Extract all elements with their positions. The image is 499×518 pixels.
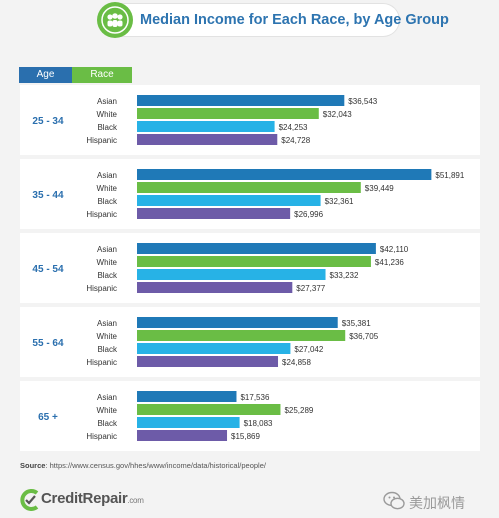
- bar: [137, 391, 237, 402]
- data-label: $25,289: [284, 406, 313, 415]
- bar: [137, 195, 321, 206]
- data-label: $32,361: [325, 197, 354, 206]
- bar: [137, 417, 240, 428]
- bar: [137, 343, 291, 354]
- title-banner: Median Income for Each Race, by Age Grou…: [97, 2, 449, 38]
- race-label: Black: [97, 197, 118, 206]
- people-group-icon: [97, 2, 133, 38]
- race-label: Asian: [97, 319, 117, 328]
- race-label: Black: [97, 123, 118, 132]
- bar: [137, 430, 228, 441]
- race-label: Asian: [97, 245, 117, 254]
- creditrepair-logo: CreditRepair.com: [20, 488, 160, 512]
- source-note: Source: https://www.census.gov/hhes/www/…: [20, 461, 266, 470]
- age-group-label: 35 - 44: [32, 190, 64, 201]
- age-column-header: Age: [19, 67, 72, 83]
- watermark: 美加枫情: [383, 491, 493, 511]
- logo-name: CreditRepair: [41, 490, 128, 507]
- bar: [137, 208, 291, 219]
- race-label: Black: [97, 419, 118, 428]
- chart-title: Median Income for Each Race, by Age Grou…: [140, 12, 449, 28]
- age-group-label: 65 +: [38, 412, 58, 423]
- race-label: Asian: [97, 393, 117, 402]
- bar: [137, 356, 279, 367]
- bar: [137, 108, 319, 119]
- data-label: $33,232: [330, 271, 359, 280]
- age-group-label: 55 - 64: [32, 338, 64, 349]
- data-label: $36,705: [349, 332, 378, 341]
- bar: [137, 256, 371, 267]
- bar: [137, 243, 376, 254]
- data-label: $41,236: [375, 258, 404, 267]
- age-group-label: 45 - 54: [32, 264, 64, 275]
- race-label: White: [97, 406, 118, 415]
- logo-suffix: .com: [127, 496, 144, 505]
- data-label: $35,381: [342, 319, 371, 328]
- race-label: Hispanic: [86, 210, 117, 219]
- data-label: $32,043: [323, 110, 352, 119]
- race-label: Hispanic: [86, 284, 117, 293]
- bar: [137, 121, 275, 132]
- race-label: White: [97, 332, 118, 341]
- race-label: Black: [97, 271, 118, 280]
- bar: [137, 134, 278, 145]
- race-label: White: [97, 110, 118, 119]
- race-label: Asian: [97, 97, 117, 106]
- creditrepair-logo-icon: [20, 489, 39, 511]
- bar: [137, 182, 361, 193]
- race-column-header: Race: [72, 67, 132, 83]
- data-label: $27,377: [296, 284, 325, 293]
- bar: [137, 169, 432, 180]
- data-label: $17,536: [240, 393, 269, 402]
- age-group-label: 25 - 34: [32, 116, 64, 127]
- data-label: $51,891: [435, 171, 464, 180]
- age-group-panel: [20, 381, 480, 451]
- wechat-icon: [383, 491, 405, 510]
- race-label: Hispanic: [86, 432, 117, 441]
- watermark-text: 美加枫情: [409, 495, 465, 511]
- bar: [137, 95, 345, 106]
- race-label: Black: [97, 345, 118, 354]
- data-label: $15,869: [231, 432, 260, 441]
- data-label: $39,449: [365, 184, 394, 193]
- race-label: Asian: [97, 171, 117, 180]
- race-label: White: [97, 184, 118, 193]
- source-label: Source: [20, 461, 46, 470]
- data-label: $24,728: [281, 136, 310, 145]
- data-label: $26,996: [294, 210, 323, 219]
- bar: [137, 282, 293, 293]
- bar: [137, 330, 346, 341]
- bar: [137, 317, 338, 328]
- race-label: Hispanic: [86, 136, 117, 145]
- race-label: Hispanic: [86, 358, 117, 367]
- source-url: : https://www.census.gov/hhes/www/income…: [45, 461, 266, 470]
- data-label: $42,110: [380, 245, 409, 254]
- data-label: $36,543: [348, 97, 377, 106]
- data-label: $27,042: [294, 345, 323, 354]
- data-label: $18,083: [244, 419, 273, 428]
- race-label: White: [97, 258, 118, 267]
- bar: [137, 269, 326, 280]
- data-label: $24,253: [279, 123, 308, 132]
- data-label: $24,858: [282, 358, 311, 367]
- bar: [137, 404, 281, 415]
